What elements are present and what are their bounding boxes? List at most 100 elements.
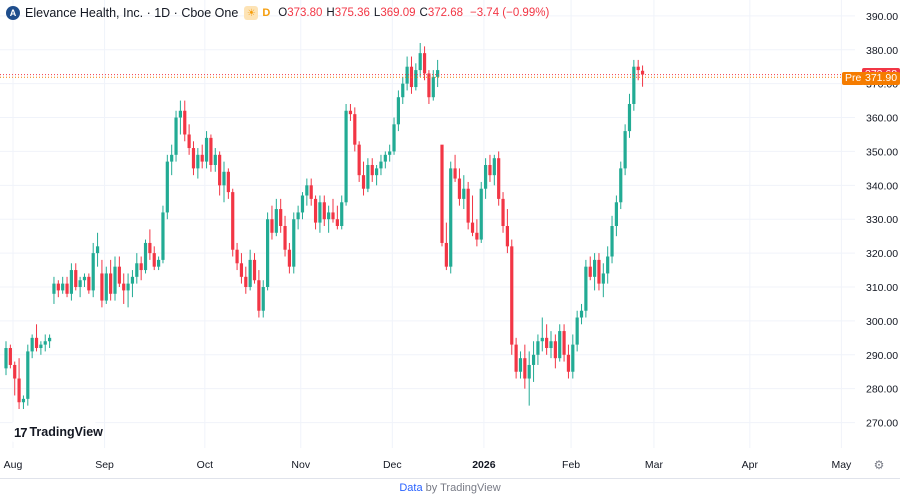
candle[interactable] — [235, 242, 239, 271]
candle[interactable] — [204, 131, 209, 169]
candle[interactable] — [518, 351, 523, 379]
candle[interactable] — [309, 178, 313, 206]
candle[interactable] — [78, 276, 82, 298]
candle[interactable] — [130, 270, 135, 298]
candle[interactable] — [52, 276, 56, 304]
candle[interactable] — [222, 161, 226, 203]
candle[interactable] — [540, 317, 544, 352]
session-badge[interactable]: D — [262, 7, 271, 19]
candle[interactable] — [109, 259, 113, 301]
candle[interactable] — [593, 253, 597, 291]
candle[interactable] — [566, 344, 571, 379]
candle[interactable] — [601, 263, 605, 298]
candle[interactable] — [183, 100, 187, 142]
candle[interactable] — [292, 212, 296, 274]
candle[interactable] — [113, 256, 117, 301]
candle[interactable] — [261, 280, 265, 318]
candle[interactable] — [383, 151, 387, 169]
candle[interactable] — [274, 198, 278, 237]
tradingview-logo[interactable]: 17 TradingView — [8, 420, 103, 444]
candle[interactable] — [527, 351, 531, 406]
candle[interactable] — [497, 151, 501, 206]
candle[interactable] — [327, 205, 331, 233]
candle[interactable] — [436, 59, 440, 88]
candle[interactable] — [313, 195, 318, 230]
candle[interactable] — [252, 253, 257, 284]
candle[interactable] — [200, 144, 204, 169]
candle[interactable] — [143, 239, 148, 274]
price-chart[interactable]: 390.00380.00370.00360.00350.00340.00330.… — [0, 0, 900, 478]
candle[interactable] — [614, 195, 618, 237]
symbol-title[interactable]: Elevance Health, Inc. · 1D · Cboe One — [25, 6, 239, 20]
candle[interactable] — [266, 212, 270, 291]
candle[interactable] — [213, 148, 217, 172]
candle[interactable] — [283, 215, 287, 257]
candle[interactable] — [636, 59, 640, 81]
candle[interactable] — [444, 222, 448, 271]
candle[interactable] — [17, 358, 21, 410]
candle[interactable] — [165, 154, 169, 220]
candle[interactable] — [82, 273, 87, 288]
candle[interactable] — [623, 124, 627, 176]
candle[interactable] — [91, 242, 95, 298]
candle[interactable] — [331, 198, 335, 223]
candle[interactable] — [300, 192, 305, 220]
candle[interactable] — [244, 266, 248, 294]
candle[interactable] — [388, 144, 392, 162]
candle[interactable] — [117, 256, 121, 288]
candle[interactable] — [457, 168, 462, 206]
data-link[interactable]: Data — [399, 482, 423, 494]
candle[interactable] — [335, 205, 339, 230]
candle[interactable] — [344, 103, 348, 206]
candle[interactable] — [488, 154, 492, 182]
candle[interactable] — [353, 107, 357, 152]
candle[interactable] — [218, 151, 222, 196]
candle[interactable] — [405, 56, 409, 91]
candle[interactable] — [409, 56, 414, 94]
candle[interactable] — [553, 334, 557, 369]
candle[interactable] — [619, 161, 623, 210]
candle[interactable] — [48, 334, 52, 349]
candle[interactable] — [100, 259, 104, 308]
candle[interactable] — [126, 273, 130, 308]
candle[interactable] — [571, 334, 575, 379]
candle[interactable] — [466, 181, 470, 230]
candle[interactable] — [322, 195, 326, 226]
candle[interactable] — [39, 341, 43, 355]
candle[interactable] — [375, 164, 379, 186]
candle[interactable] — [187, 124, 191, 155]
candle[interactable] — [357, 141, 361, 182]
candle[interactable] — [366, 158, 370, 193]
candle[interactable] — [422, 46, 427, 81]
candle[interactable] — [627, 93, 632, 138]
candle[interactable] — [392, 117, 396, 155]
candle[interactable] — [135, 253, 139, 284]
candle[interactable] — [87, 273, 91, 294]
candle[interactable] — [4, 341, 8, 376]
candle[interactable] — [396, 90, 400, 132]
candle[interactable] — [56, 280, 60, 298]
candle[interactable] — [287, 242, 291, 274]
candle[interactable] — [26, 344, 30, 406]
candle[interactable] — [21, 395, 26, 410]
candle[interactable] — [414, 63, 418, 91]
candle[interactable] — [536, 334, 540, 365]
candle[interactable] — [296, 205, 300, 230]
candle[interactable] — [257, 270, 261, 318]
candle[interactable] — [475, 219, 479, 247]
candle[interactable] — [401, 76, 405, 104]
candle[interactable] — [370, 158, 374, 182]
candle[interactable] — [43, 334, 47, 352]
candle[interactable] — [95, 232, 100, 267]
candle[interactable] — [470, 195, 475, 237]
candle[interactable] — [575, 310, 579, 352]
candle[interactable] — [340, 195, 344, 230]
candle[interactable] — [139, 256, 143, 281]
candle[interactable] — [248, 249, 252, 291]
candle[interactable] — [545, 324, 549, 355]
candle[interactable] — [348, 103, 353, 121]
candle[interactable] — [453, 154, 457, 182]
candle[interactable] — [562, 324, 566, 362]
y-axis[interactable]: 390.00380.00370.00360.00350.00340.00330.… — [866, 11, 898, 430]
candle[interactable] — [226, 168, 230, 199]
